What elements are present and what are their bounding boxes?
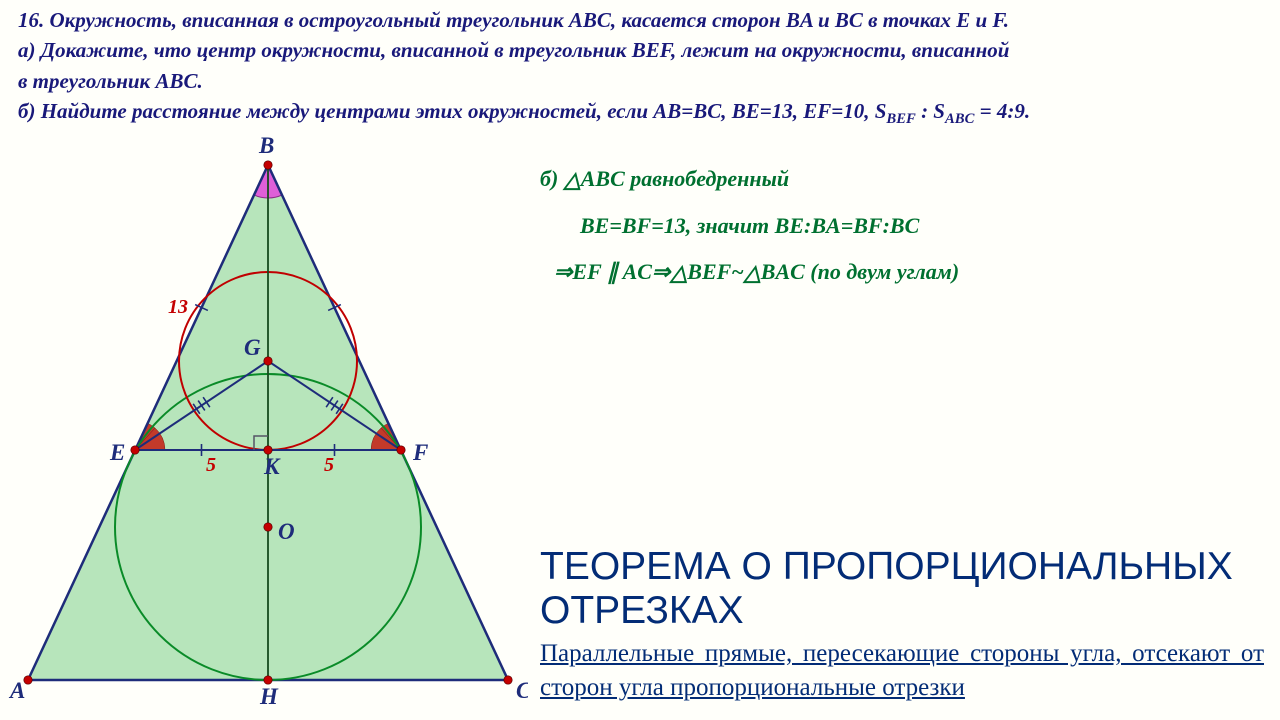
solution-l2: BE=BF=13, значит ВE:BA=BF:BC xyxy=(580,205,959,247)
theorem-block: ТЕОРЕМА О ПРОПОРЦИОНАЛЬНЫХ ОТРЕЗКАХ Пара… xyxy=(540,545,1264,705)
problem-statement: 16. Окружность, вписанная в остроугольны… xyxy=(18,6,1260,131)
problem-l3: б) Найдите расстояние между центрами эти… xyxy=(18,99,886,123)
sub-bef: BEF xyxy=(886,111,915,127)
triangle-icon: △ xyxy=(744,252,761,294)
svg-text:5: 5 xyxy=(324,454,334,476)
svg-text:H: H xyxy=(259,684,279,709)
triangle-icon: △ xyxy=(670,252,687,294)
svg-text:E: E xyxy=(109,440,125,465)
theorem-body: Параллельные прямые, пересекающие сторон… xyxy=(540,637,1264,705)
svg-text:К: К xyxy=(263,454,281,479)
svg-text:F: F xyxy=(412,440,428,465)
svg-text:B: B xyxy=(258,135,274,158)
svg-text:C: C xyxy=(516,678,528,703)
svg-text:G: G xyxy=(244,335,261,360)
geometry-diagram: A B C E F G К O H 13 5 5 xyxy=(8,135,528,715)
svg-text:5: 5 xyxy=(206,454,216,476)
sub-abc: ABC xyxy=(945,111,974,127)
problem-l2b: в треугольник ABC. xyxy=(18,67,1260,96)
solution-text: б) △ABC равнобедренный BE=BF=13, значит … xyxy=(540,158,959,297)
problem-l2a: а) Докажите, что центр окружности, вписа… xyxy=(18,36,1260,65)
problem-num: 16. xyxy=(18,8,44,32)
diagram-svg: A B C E F G К O H 13 5 5 xyxy=(8,135,528,715)
svg-text:O: O xyxy=(278,519,295,544)
triangle-icon: △ xyxy=(564,159,581,201)
problem-l1: Окружность, вписанная в остроугольный тр… xyxy=(50,8,1009,32)
svg-text:A: A xyxy=(8,678,25,703)
theorem-title: ТЕОРЕМА О ПРОПОРЦИОНАЛЬНЫХ ОТРЕЗКАХ xyxy=(540,545,1264,633)
svg-text:13: 13 xyxy=(168,296,188,318)
